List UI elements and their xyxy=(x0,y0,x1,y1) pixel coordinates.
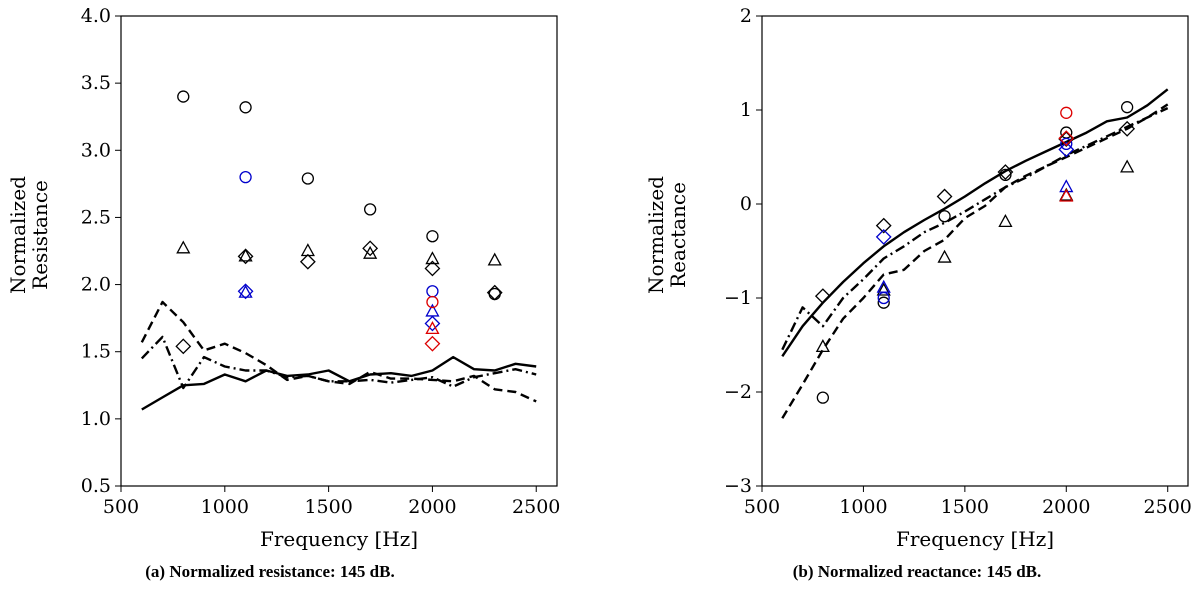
data-point-circle xyxy=(426,230,439,243)
data-point-triangle xyxy=(176,240,191,254)
data-point-triangle xyxy=(876,279,891,293)
y-tick-label: −2 xyxy=(724,381,752,403)
series-line-dashed xyxy=(781,103,1169,419)
data-point-diamond xyxy=(1119,120,1136,137)
x-tick-label: 1000 xyxy=(201,496,249,518)
data-point-diamond xyxy=(997,164,1014,180)
data-point-triangle xyxy=(876,282,891,296)
data-point-triangle xyxy=(815,339,830,353)
data-point-diamond xyxy=(814,288,831,305)
plot-area xyxy=(781,88,1169,419)
data-point-triangle xyxy=(487,252,502,266)
data-point-circle xyxy=(999,168,1012,182)
resistance-chart: 500 1000 1500 2000 2500 0.5 1.0 1.5 2.0 2.5 3.0 3.5… xyxy=(6,5,560,581)
data-point-triangle xyxy=(1120,159,1135,173)
data-point-diamond xyxy=(237,248,254,265)
figure-caption: (a) Normalized resistance: 145 dB. xyxy=(145,562,394,581)
data-point-circle xyxy=(239,170,252,184)
x-tick-label: 500 xyxy=(744,496,780,518)
reactance-chart: 500 1000 1500 2000 2500 −3 −2 −1 0 1 2 Frequency [H… xyxy=(644,5,1192,581)
x-axis-label: Frequency [Hz] xyxy=(260,527,418,551)
data-point-diamond xyxy=(875,217,892,234)
data-point-triangle xyxy=(425,321,440,335)
data-point-circle xyxy=(1060,106,1073,119)
data-point-diamond xyxy=(1058,131,1075,148)
y-tick-label: −3 xyxy=(724,475,752,497)
data-point-triangle xyxy=(998,214,1013,228)
data-point-triangle xyxy=(238,284,253,298)
data-point-diamond xyxy=(1058,130,1075,147)
y-tick-label: 1.0 xyxy=(81,408,111,430)
y-tick-label: 4.0 xyxy=(81,5,111,27)
data-point-triangle xyxy=(937,249,952,263)
data-point-diamond xyxy=(486,284,503,301)
x-tick-label: 1500 xyxy=(941,496,989,518)
data-point-triangle xyxy=(363,245,378,259)
series-line-dashed xyxy=(140,300,537,403)
data-point-circle xyxy=(1120,101,1134,114)
data-point-diamond xyxy=(936,188,953,205)
x-tick-label: 1500 xyxy=(304,496,352,518)
data-point-diamond xyxy=(175,338,192,355)
data-point-circle xyxy=(1060,137,1073,150)
data-point-diamond xyxy=(424,335,441,352)
plot-frame xyxy=(761,15,1189,487)
series-line-solid xyxy=(781,88,1169,357)
y-axis-label-line: Normalized xyxy=(644,176,668,294)
x-tick-label: 1000 xyxy=(839,496,887,518)
data-point-circle xyxy=(239,101,252,114)
data-point-circle xyxy=(301,172,315,185)
x-tick-label: 500 xyxy=(103,496,139,518)
y-axis-label-line: Normalized xyxy=(6,176,30,294)
x-tick-label: 2500 xyxy=(1144,496,1192,518)
data-point-triangle xyxy=(238,248,253,262)
data-point-diamond xyxy=(875,228,892,245)
y-tick-label: 2.5 xyxy=(81,206,111,228)
data-point-diamond xyxy=(1058,141,1075,158)
data-point-circle xyxy=(816,391,830,404)
y-tick-label: −1 xyxy=(724,287,752,309)
plot-area xyxy=(140,90,537,411)
data-point-circle xyxy=(877,296,890,309)
series-line-dashdot xyxy=(781,107,1169,351)
y-axis-label-line: Reactance xyxy=(666,182,690,288)
data-point-diamond xyxy=(362,240,379,257)
data-point-diamond xyxy=(424,315,441,332)
data-point-circle xyxy=(363,203,377,216)
data-point-circle xyxy=(177,90,190,103)
data-point-diamond xyxy=(424,260,441,277)
data-point-circle xyxy=(426,285,439,298)
y-tick-label: 2.0 xyxy=(81,274,111,296)
data-point-triangle xyxy=(1059,179,1074,193)
y-tick-label: 2 xyxy=(740,5,752,27)
series-line-solid xyxy=(141,355,537,411)
y-tick-label: 0 xyxy=(740,193,752,215)
y-tick-label: 1.5 xyxy=(81,341,111,363)
y-tick-label: 1 xyxy=(740,99,752,121)
data-point-diamond xyxy=(237,283,254,300)
data-point-circle xyxy=(938,210,951,223)
y-axis-label-line: Resistance xyxy=(28,180,52,290)
x-axis-label: Frequency [Hz] xyxy=(896,527,1054,551)
figure-caption: (b) Normalized reactance: 145 dB. xyxy=(793,562,1042,581)
plot-frame xyxy=(120,15,558,487)
y-tick-label: 3.5 xyxy=(81,72,111,94)
data-point-triangle xyxy=(425,251,440,265)
y-tick-label: 0.5 xyxy=(81,475,111,497)
data-point-triangle xyxy=(1059,188,1074,202)
data-point-triangle xyxy=(425,303,440,317)
y-tick-label: 3.0 xyxy=(81,139,111,161)
x-tick-label: 2000 xyxy=(408,496,456,518)
x-tick-label: 2500 xyxy=(512,496,560,518)
data-point-diamond xyxy=(299,253,316,270)
x-tick-label: 2000 xyxy=(1042,496,1090,518)
data-point-circle xyxy=(426,295,439,309)
series-line-dashdot xyxy=(140,335,537,390)
